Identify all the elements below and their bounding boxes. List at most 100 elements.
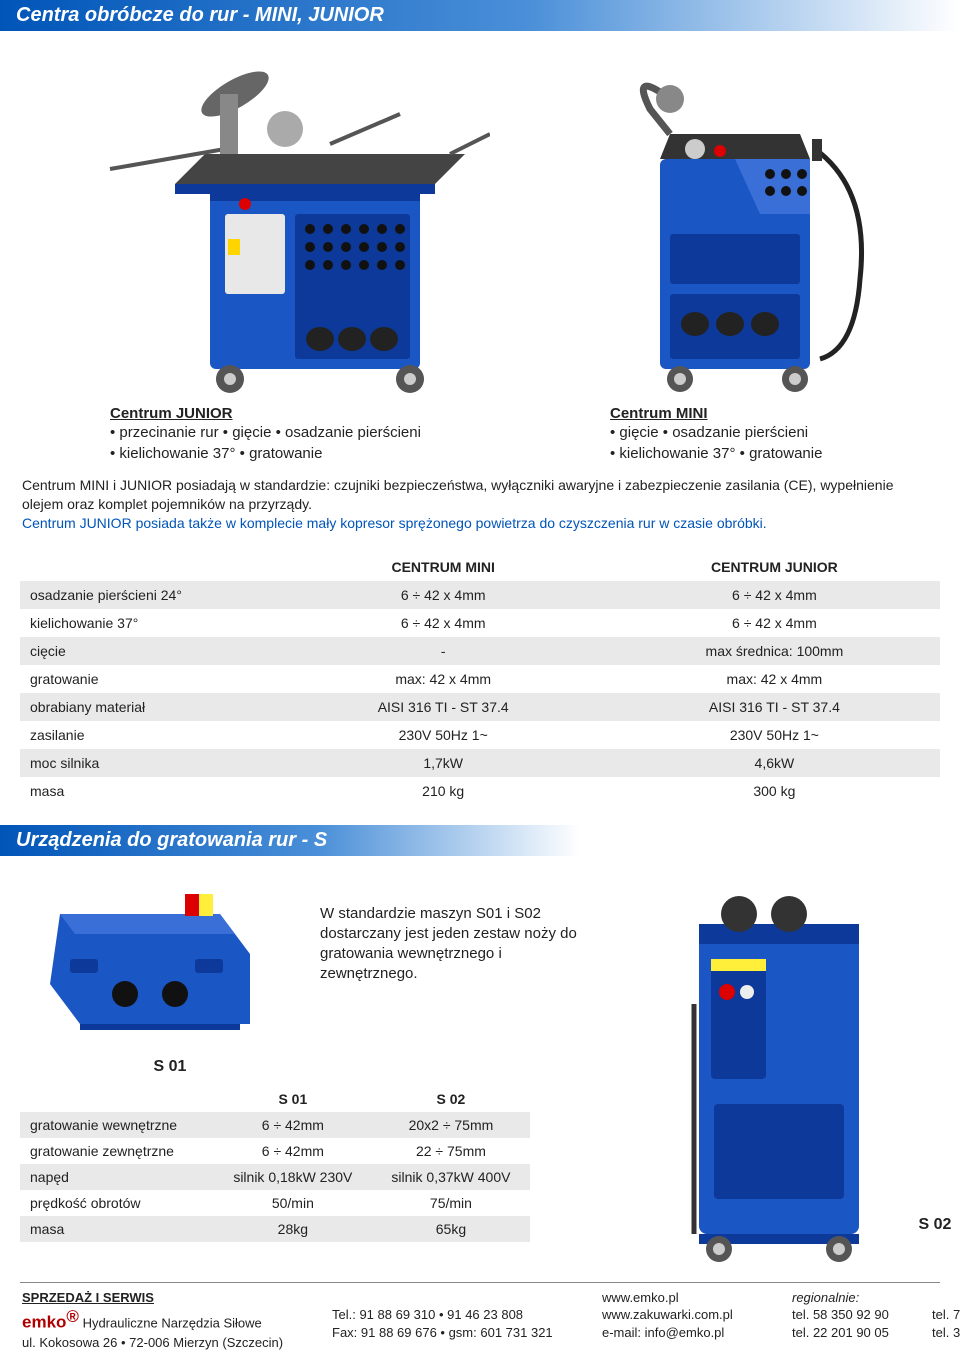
cell-s01: 28kg	[214, 1216, 372, 1242]
footer-regionalnie: regionalnie:	[792, 1289, 902, 1307]
cell-s02: silnik 0,37kW 400V	[372, 1164, 530, 1190]
cell-label: obrabiany materiał	[20, 693, 278, 721]
th-s01: S 01	[214, 1086, 372, 1112]
section1-header: Centra obróbcze do rur - MINI, JUNIOR	[0, 0, 960, 31]
s01-block: S 01	[20, 864, 320, 1076]
table-row: osadzanie pierścieni 24°6 ÷ 42 x 4mm6 ÷ …	[20, 581, 940, 609]
cell-s02: 65kg	[372, 1216, 530, 1242]
cell-junior: 4,6kW	[609, 749, 940, 777]
table-row: kielichowanie 37°6 ÷ 42 x 4mm6 ÷ 42 x 4m…	[20, 609, 940, 637]
mini-block: Centrum MINI • gięcie • osadzanie pierśc…	[570, 39, 890, 464]
footer-emko-rest: Hydrauliczne Narzędzia Siłowe	[79, 1316, 262, 1331]
footer-divider	[20, 1282, 940, 1283]
spec-table-1: CENTRUM MINI CENTRUM JUNIOR osadzanie pi…	[20, 553, 940, 805]
products-row: Centrum JUNIOR • przecinanie rur • gięci…	[0, 39, 960, 464]
cell-label: kielichowanie 37°	[20, 609, 278, 637]
section2-row: S 01 W standardzie maszyn S01 i S02 dost…	[0, 864, 960, 1264]
table-row: masa210 kg300 kg	[20, 777, 940, 805]
cell-mini: 6 ÷ 42 x 4mm	[278, 609, 609, 637]
intro-black: Centrum MINI i JUNIOR posiadają w standa…	[22, 477, 893, 512]
footer-r2: tel. 22 201 90 05	[792, 1324, 902, 1342]
footer-email: e-mail: info@emko.pl	[602, 1324, 762, 1342]
cell-label: masa	[20, 1216, 214, 1242]
cell-label: gratowanie wewnętrzne	[20, 1112, 214, 1138]
spec-table-2: S 01 S 02 gratowanie wewnętrzne6 ÷ 42mm2…	[20, 1086, 530, 1242]
footer-col2: Tel.: 91 88 69 310 • 91 46 23 808 Fax: 9…	[332, 1289, 572, 1352]
cell-s02: 20x2 ÷ 75mm	[372, 1112, 530, 1138]
cell-junior: 300 kg	[609, 777, 940, 805]
footer-r1: tel. 58 350 92 90	[792, 1306, 902, 1324]
table-row: zasilanie230V 50Hz 1~230V 50Hz 1~	[20, 721, 940, 749]
junior-block: Centrum JUNIOR • przecinanie rur • gięci…	[70, 39, 490, 464]
cell-mini: 6 ÷ 42 x 4mm	[278, 581, 609, 609]
cell-mini: 230V 50Hz 1~	[278, 721, 609, 749]
footer-addr: ul. Kokosowa 26 • 72-006 Mierzyn (Szczec…	[22, 1334, 302, 1352]
th-mini: CENTRUM MINI	[278, 553, 609, 581]
table-row: napędsilnik 0,18kW 230Vsilnik 0,37kW 400…	[20, 1164, 530, 1190]
footer-fax: Fax: 91 88 69 676 • gsm: 601 731 321	[332, 1324, 572, 1342]
cell-label: cięcie	[20, 637, 278, 665]
intro-blue: Centrum JUNIOR posiada także w komplecie…	[22, 515, 767, 531]
cell-mini: max: 42 x 4mm	[278, 665, 609, 693]
footer-emko: emko	[22, 1313, 66, 1332]
footer-www1: www.emko.pl	[602, 1289, 762, 1307]
cell-junior: 230V 50Hz 1~	[609, 721, 940, 749]
cell-mini: 210 kg	[278, 777, 609, 805]
cell-label: gratowanie	[20, 665, 278, 693]
mini-line1: • gięcie • osadzanie pierścieni	[610, 422, 890, 443]
table-row: obrabiany materiałAISI 316 TI - ST 37.4A…	[20, 693, 940, 721]
table-row: gratowanie zewnętrzne6 ÷ 42mm22 ÷ 75mm	[20, 1138, 530, 1164]
cell-s02: 22 ÷ 75mm	[372, 1138, 530, 1164]
s-desc: W standardzie maszyn S01 i S02 dostarcza…	[320, 864, 580, 985]
table-row: prędkość obrotów50/min75/min	[20, 1190, 530, 1216]
cell-junior: AISI 316 TI - ST 37.4	[609, 693, 940, 721]
footer-www2: www.zakuwarki.com.pl	[602, 1306, 762, 1324]
s02-label: S 02	[919, 1216, 952, 1234]
cell-label: gratowanie zewnętrzne	[20, 1138, 214, 1164]
cell-junior: 6 ÷ 42 x 4mm	[609, 609, 940, 637]
footer-col4: regionalnie: tel. 58 350 92 90 tel. 22 2…	[792, 1289, 902, 1352]
cell-s01: 50/min	[214, 1190, 372, 1216]
cell-junior: 6 ÷ 42 x 4mm	[609, 581, 940, 609]
section2-header: Urządzenia do gratowania rur - S	[0, 825, 580, 856]
cell-label: prędkość obrotów	[20, 1190, 214, 1216]
cell-mini: -	[278, 637, 609, 665]
table-row: gratowanie wewnętrzne6 ÷ 42mm20x2 ÷ 75mm	[20, 1112, 530, 1138]
table-row: gratowaniemax: 42 x 4mmmax: 42 x 4mm	[20, 665, 940, 693]
th-junior: CENTRUM JUNIOR	[609, 553, 940, 581]
cell-mini: 1,7kW	[278, 749, 609, 777]
footer-r4: tel. 32 7209 509	[932, 1324, 960, 1342]
s01-label: S 01	[20, 1058, 320, 1076]
cell-s01: silnik 0,18kW 230V	[214, 1164, 372, 1190]
junior-line2: • kielichowanie 37° • gratowanie	[110, 443, 490, 464]
table-row: cięcie-max średnica: 100mm	[20, 637, 940, 665]
cell-mini: AISI 316 TI - ST 37.4	[278, 693, 609, 721]
table-row: moc silnika1,7kW4,6kW	[20, 749, 940, 777]
junior-bullets: • przecinanie rur • gięcie • osadzanie p…	[110, 422, 490, 464]
cell-s02: 75/min	[372, 1190, 530, 1216]
mini-title: Centrum MINI	[610, 405, 890, 422]
footer-col3: www.emko.pl www.zakuwarki.com.pl e-mail:…	[602, 1289, 762, 1352]
footer-emko-sup: ®	[66, 1307, 79, 1326]
footer-col1: SPRZEDAŻ I SERWIS emko® Hydrauliczne Nar…	[22, 1289, 302, 1352]
footer-tel: Tel.: 91 88 69 310 • 91 46 23 808	[332, 1306, 572, 1324]
cell-label: masa	[20, 777, 278, 805]
cell-label: napęd	[20, 1164, 214, 1190]
junior-title: Centrum JUNIOR	[110, 405, 490, 422]
cell-junior: max średnica: 100mm	[609, 637, 940, 665]
cell-junior: max: 42 x 4mm	[609, 665, 940, 693]
footer-r3: tel. 71 7164 164	[932, 1306, 960, 1324]
table-row: masa28kg65kg	[20, 1216, 530, 1242]
cell-label: zasilanie	[20, 721, 278, 749]
s02-block: S 02	[620, 864, 960, 1264]
th-s02: S 02	[372, 1086, 530, 1112]
junior-line1: • przecinanie rur • gięcie • osadzanie p…	[110, 422, 490, 443]
mini-bullets: • gięcie • osadzanie pierścieni • kielic…	[610, 422, 890, 464]
footer-col5: tel. 71 7164 164 tel. 32 7209 509	[932, 1289, 960, 1352]
footer-sprzedaz: SPRZEDAŻ I SERWIS	[22, 1289, 302, 1307]
mini-image	[570, 39, 890, 399]
cell-s01: 6 ÷ 42mm	[214, 1138, 372, 1164]
cell-label: moc silnika	[20, 749, 278, 777]
footer: SPRZEDAŻ I SERWIS emko® Hydrauliczne Nar…	[0, 1289, 960, 1364]
mini-line2: • kielichowanie 37° • gratowanie	[610, 443, 890, 464]
